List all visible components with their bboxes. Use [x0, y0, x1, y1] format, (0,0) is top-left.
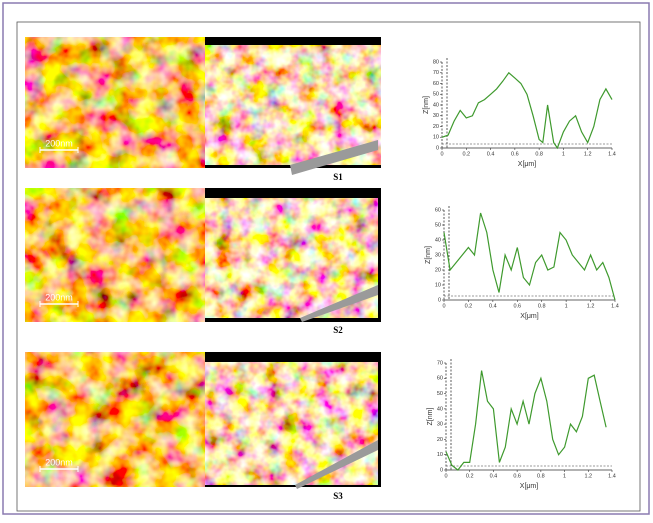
y-tick-label: 40: [435, 237, 441, 243]
y-tick-label: 20: [437, 437, 443, 443]
x-tick-label: 1: [565, 303, 568, 309]
y-tick-label: 10: [435, 282, 441, 288]
x-tick-label: 1.4: [608, 473, 616, 479]
profile-line: [444, 213, 615, 300]
sample-label: S1: [333, 172, 343, 182]
y-tick-label: 50: [435, 222, 441, 228]
y-tick-label: 50: [437, 391, 443, 397]
y-tick-label: 50: [433, 92, 439, 98]
y-tick-label: 40: [437, 406, 443, 412]
x-tick-label: 1: [562, 151, 565, 157]
y-tick-label: 0: [440, 467, 443, 473]
x-tick-label: 0.8: [538, 303, 546, 309]
x-tick-label: 0.6: [513, 473, 521, 479]
y-axis-label: Z[nm]: [423, 96, 430, 114]
y-tick-label: 60: [433, 81, 439, 87]
row-1: [25, 37, 381, 175]
sample-label: S3: [333, 491, 343, 501]
x-tick-label: 0.4: [487, 151, 495, 157]
x-tick-label: 1.4: [611, 303, 619, 309]
x-tick-label: 0.2: [462, 151, 470, 157]
x-tick-label: 0.8: [537, 473, 545, 479]
y-tick-label: 70: [433, 70, 439, 76]
scale-bar-label: 200nm: [45, 457, 73, 467]
x-tick-label: 0.4: [489, 303, 497, 309]
y-axis-label: Z[nm]: [427, 408, 434, 426]
y-tick-label: 20: [435, 267, 441, 273]
x-tick-label: 0.2: [466, 473, 474, 479]
y-tick-label: 80: [433, 59, 439, 65]
figure: 200nmS1200nmS2200nmS30102030405060708000…: [0, 0, 653, 518]
profile-line: [442, 73, 612, 148]
scale-bar-label: 200nm: [45, 292, 73, 302]
x-tick-label: 1: [563, 473, 566, 479]
y-tick-label: 10: [433, 135, 439, 141]
x-tick-label: 1.2: [587, 303, 595, 309]
x-tick-label: 1.2: [584, 473, 592, 479]
y-tick-label: 20: [433, 124, 439, 130]
y-tick-label: 60: [435, 207, 441, 213]
x-tick-label: 0: [444, 473, 447, 479]
y-tick-label: 70: [437, 360, 443, 366]
x-axis-label: X[μm]: [518, 161, 536, 168]
x-axis-label: X[μm]: [520, 483, 538, 490]
x-tick-label: 1.4: [608, 151, 616, 157]
y-tick-label: 40: [433, 102, 439, 108]
x-tick-label: 1.2: [584, 151, 592, 157]
y-tick-label: 30: [435, 252, 441, 258]
x-tick-label: 0.2: [465, 303, 473, 309]
x-tick-label: 0.8: [535, 151, 543, 157]
y-tick-label: 0: [436, 145, 439, 151]
x-axis-label: X[μm]: [520, 313, 538, 320]
y-tick-label: 10: [437, 452, 443, 458]
sample-label: S2: [333, 325, 343, 335]
x-tick-label: 0: [440, 151, 443, 157]
profile-line: [446, 371, 606, 470]
scale-bar-label: 200nm: [45, 138, 73, 148]
y-tick-label: 30: [437, 422, 443, 428]
x-tick-label: 0: [442, 303, 445, 309]
x-tick-label: 0.6: [513, 303, 521, 309]
x-tick-label: 0.4: [490, 473, 498, 479]
x-tick-label: 0.6: [511, 151, 519, 157]
y-tick-label: 30: [433, 113, 439, 119]
y-axis-label: Z[nm]: [425, 246, 432, 264]
y-tick-label: 60: [437, 376, 443, 382]
y-tick-label: 0: [438, 297, 441, 303]
